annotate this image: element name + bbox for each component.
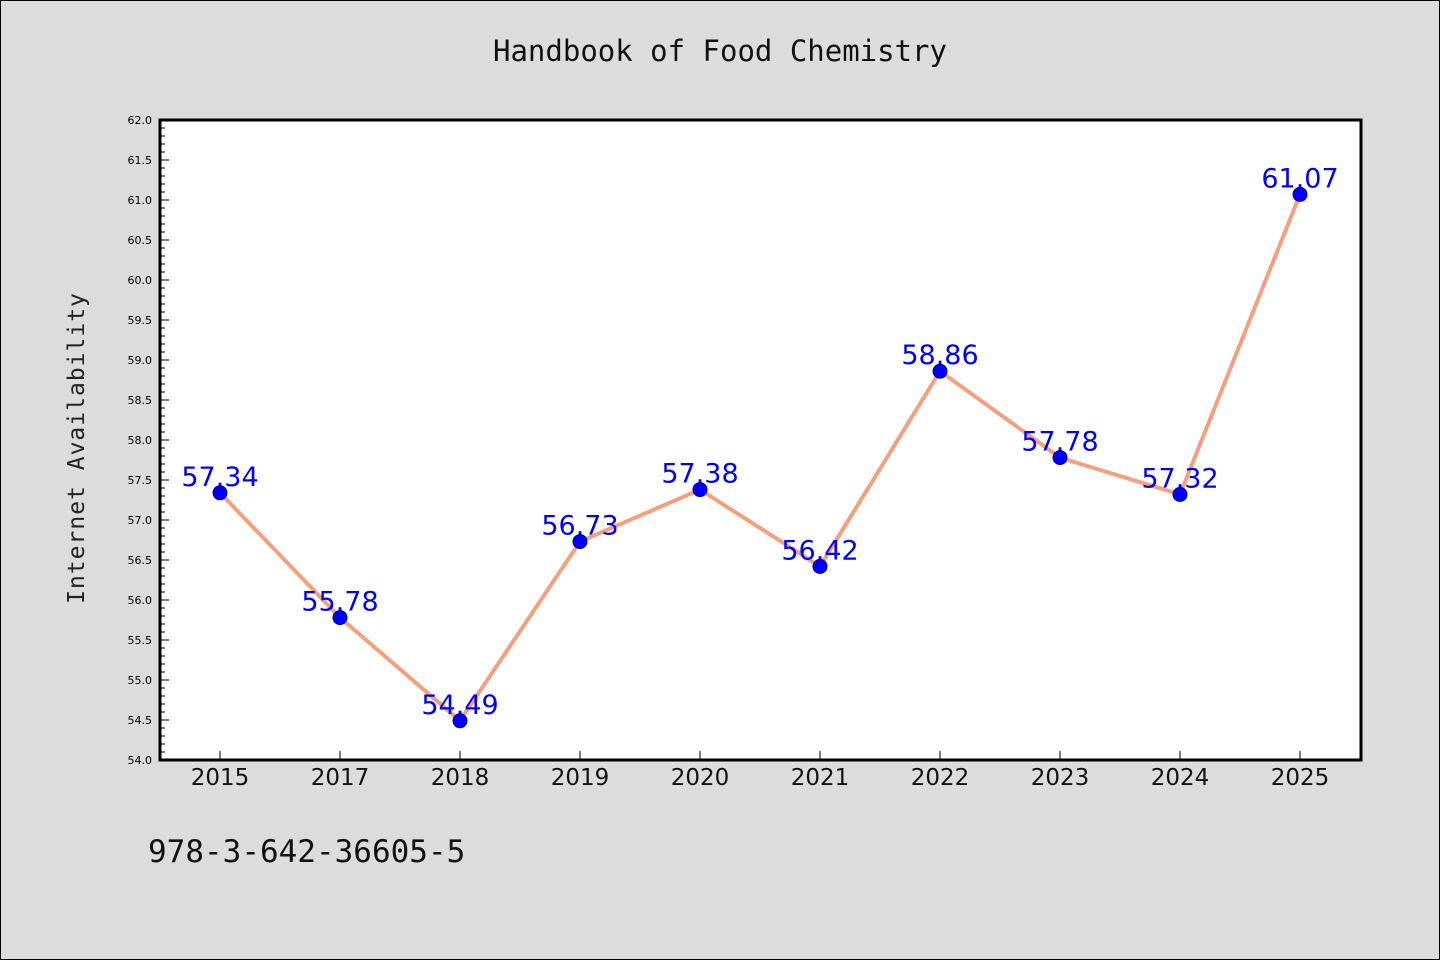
- x-tick-label: 2015: [191, 765, 250, 791]
- y-axis: 54.0 54.5 55.0 55.5 56.0 56.5 57.0 57.5 58.0 58.5…: [128, 114, 169, 767]
- y-tick-label: 57.5: [128, 474, 153, 487]
- y-tick-label: 59.0: [128, 354, 153, 367]
- y-tick-label: 58.5: [128, 394, 153, 407]
- x-tick-label: 2022: [911, 765, 970, 791]
- chart-title: Handbook of Food Chemistry: [493, 34, 947, 68]
- series-line-group: [218, 192, 1302, 723]
- data-label: 56.42: [781, 535, 858, 566]
- y-tick-label: 56.0: [128, 594, 153, 607]
- y-tick-label: 56.5: [128, 554, 153, 567]
- data-point: [1292, 186, 1308, 202]
- y-tick-label: 61.0: [128, 194, 153, 207]
- y-tick-label: 59.5: [128, 314, 153, 327]
- x-tick-label: 2021: [791, 765, 850, 791]
- data-point: [932, 363, 948, 379]
- data-label: 58.86: [901, 340, 978, 371]
- data-point: [692, 482, 708, 498]
- plot-area: [160, 120, 1361, 760]
- x-tick-label: 2025: [1271, 765, 1330, 791]
- data-point: [812, 558, 828, 574]
- data-label: 56.73: [541, 511, 618, 542]
- y-tick-label: 54.5: [128, 714, 153, 727]
- data-point: [212, 485, 228, 501]
- data-label: 54.49: [421, 690, 498, 721]
- y-tick-label: 57.0: [128, 514, 153, 527]
- x-tick-label: 2023: [1031, 765, 1090, 791]
- data-label: 57.32: [1141, 463, 1218, 494]
- y-tick-label: 60.0: [128, 274, 153, 287]
- y-tick-label: 54.0: [128, 754, 153, 767]
- y-tick-label: 55.5: [128, 634, 153, 647]
- data-label: 57.38: [661, 459, 738, 490]
- data-point: [332, 610, 348, 626]
- x-tick-label: 2020: [671, 765, 730, 791]
- data-label: 55.78: [301, 587, 378, 618]
- y-tick-label: 60.5: [128, 234, 153, 247]
- data-labels-group: 57.34 55.78 54.49 56.73 57.38 56.42 58.86 57.78…: [181, 163, 1338, 720]
- x-tick-label: 2017: [311, 765, 370, 791]
- x-tick-label: 2019: [551, 765, 610, 791]
- y-axis-label: Internet Availability: [64, 292, 90, 604]
- data-label: 61.07: [1261, 163, 1338, 194]
- data-point: [1052, 450, 1068, 466]
- data-point: [572, 534, 588, 550]
- data-label: 57.78: [1021, 427, 1098, 458]
- data-point: [452, 713, 468, 729]
- isbn-text: 978-3-642-36605-5: [148, 834, 466, 870]
- data-label: 57.34: [181, 462, 258, 493]
- y-tick-label: 61.5: [128, 154, 153, 167]
- x-tick-label: 2024: [1151, 765, 1210, 791]
- x-tick-label: 2018: [431, 765, 490, 791]
- data-point: [1172, 486, 1188, 502]
- y-tick-label: 58.0: [128, 434, 153, 447]
- y-tick-label: 62.0: [128, 114, 153, 127]
- markers-group: [212, 186, 1308, 729]
- series-line: [218, 192, 1302, 723]
- plot-border: [158, 118, 1363, 762]
- y-tick-label: 55.0: [128, 674, 153, 687]
